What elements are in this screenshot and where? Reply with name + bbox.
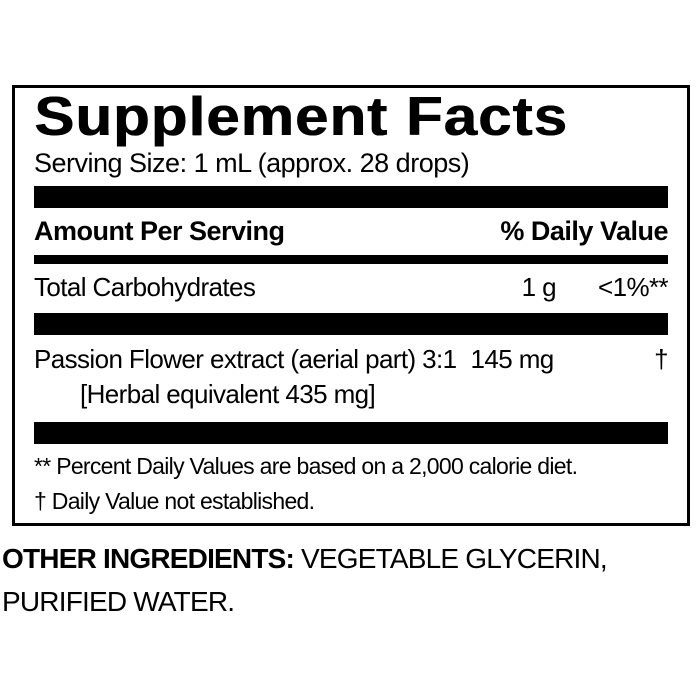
supplement-facts-box: Supplement Facts Serving Size: 1 mL (app… bbox=[12, 85, 690, 526]
ingredient-row-passion-flower: Passion Flower extract (aerial part) 3:1… bbox=[34, 335, 669, 375]
footnote-percent-daily-values: ** Percent Daily Values are based on a 2… bbox=[34, 452, 578, 479]
serving-size-text: Serving Size: 1 mL (approx. 28 drops) bbox=[34, 148, 470, 178]
other-ingredients-label: OTHER INGREDIENTS: bbox=[2, 543, 295, 574]
ingredient-name: Passion Flower extract (aerial part) 3:1 bbox=[34, 344, 457, 375]
other-ingredients-line2-text: PURIFIED WATER. bbox=[2, 586, 235, 618]
percent-daily-value-label: % Daily Value bbox=[500, 216, 668, 247]
column-header-row: Amount Per Serving % Daily Value bbox=[34, 208, 668, 255]
separator-bar-thick-1 bbox=[34, 186, 668, 209]
nutrient-name: Total Carbohydrates bbox=[34, 272, 256, 303]
separator-bar-thin bbox=[34, 255, 668, 265]
footnote-daily-value-not-established: † Daily Value not established. bbox=[34, 487, 315, 514]
herbal-equivalent-note: [Herbal equivalent 435 mg] bbox=[80, 379, 376, 410]
nutrient-row-total-carbohydrates: Total Carbohydrates 1 g <1%** bbox=[34, 264, 669, 313]
nutrient-amount: 1 g bbox=[521, 272, 557, 303]
ingredient-amount: 145 mg bbox=[470, 344, 555, 375]
nutrient-daily-value: <1%** bbox=[598, 272, 669, 303]
separator-bar-thick-2 bbox=[34, 313, 668, 336]
other-ingredients-line1-text: VEGETABLE GLYCERIN, bbox=[294, 543, 608, 574]
separator-bar-thick-3 bbox=[34, 421, 668, 444]
other-ingredients-section: OTHER INGREDIENTS: VEGETABLE GLYCERIN, P… bbox=[2, 537, 698, 624]
ingredient-daily-value-dagger: † bbox=[654, 344, 668, 375]
supplement-facts-title: Supplement Facts bbox=[34, 85, 568, 147]
amount-per-serving-label: Amount Per Serving bbox=[34, 216, 285, 247]
